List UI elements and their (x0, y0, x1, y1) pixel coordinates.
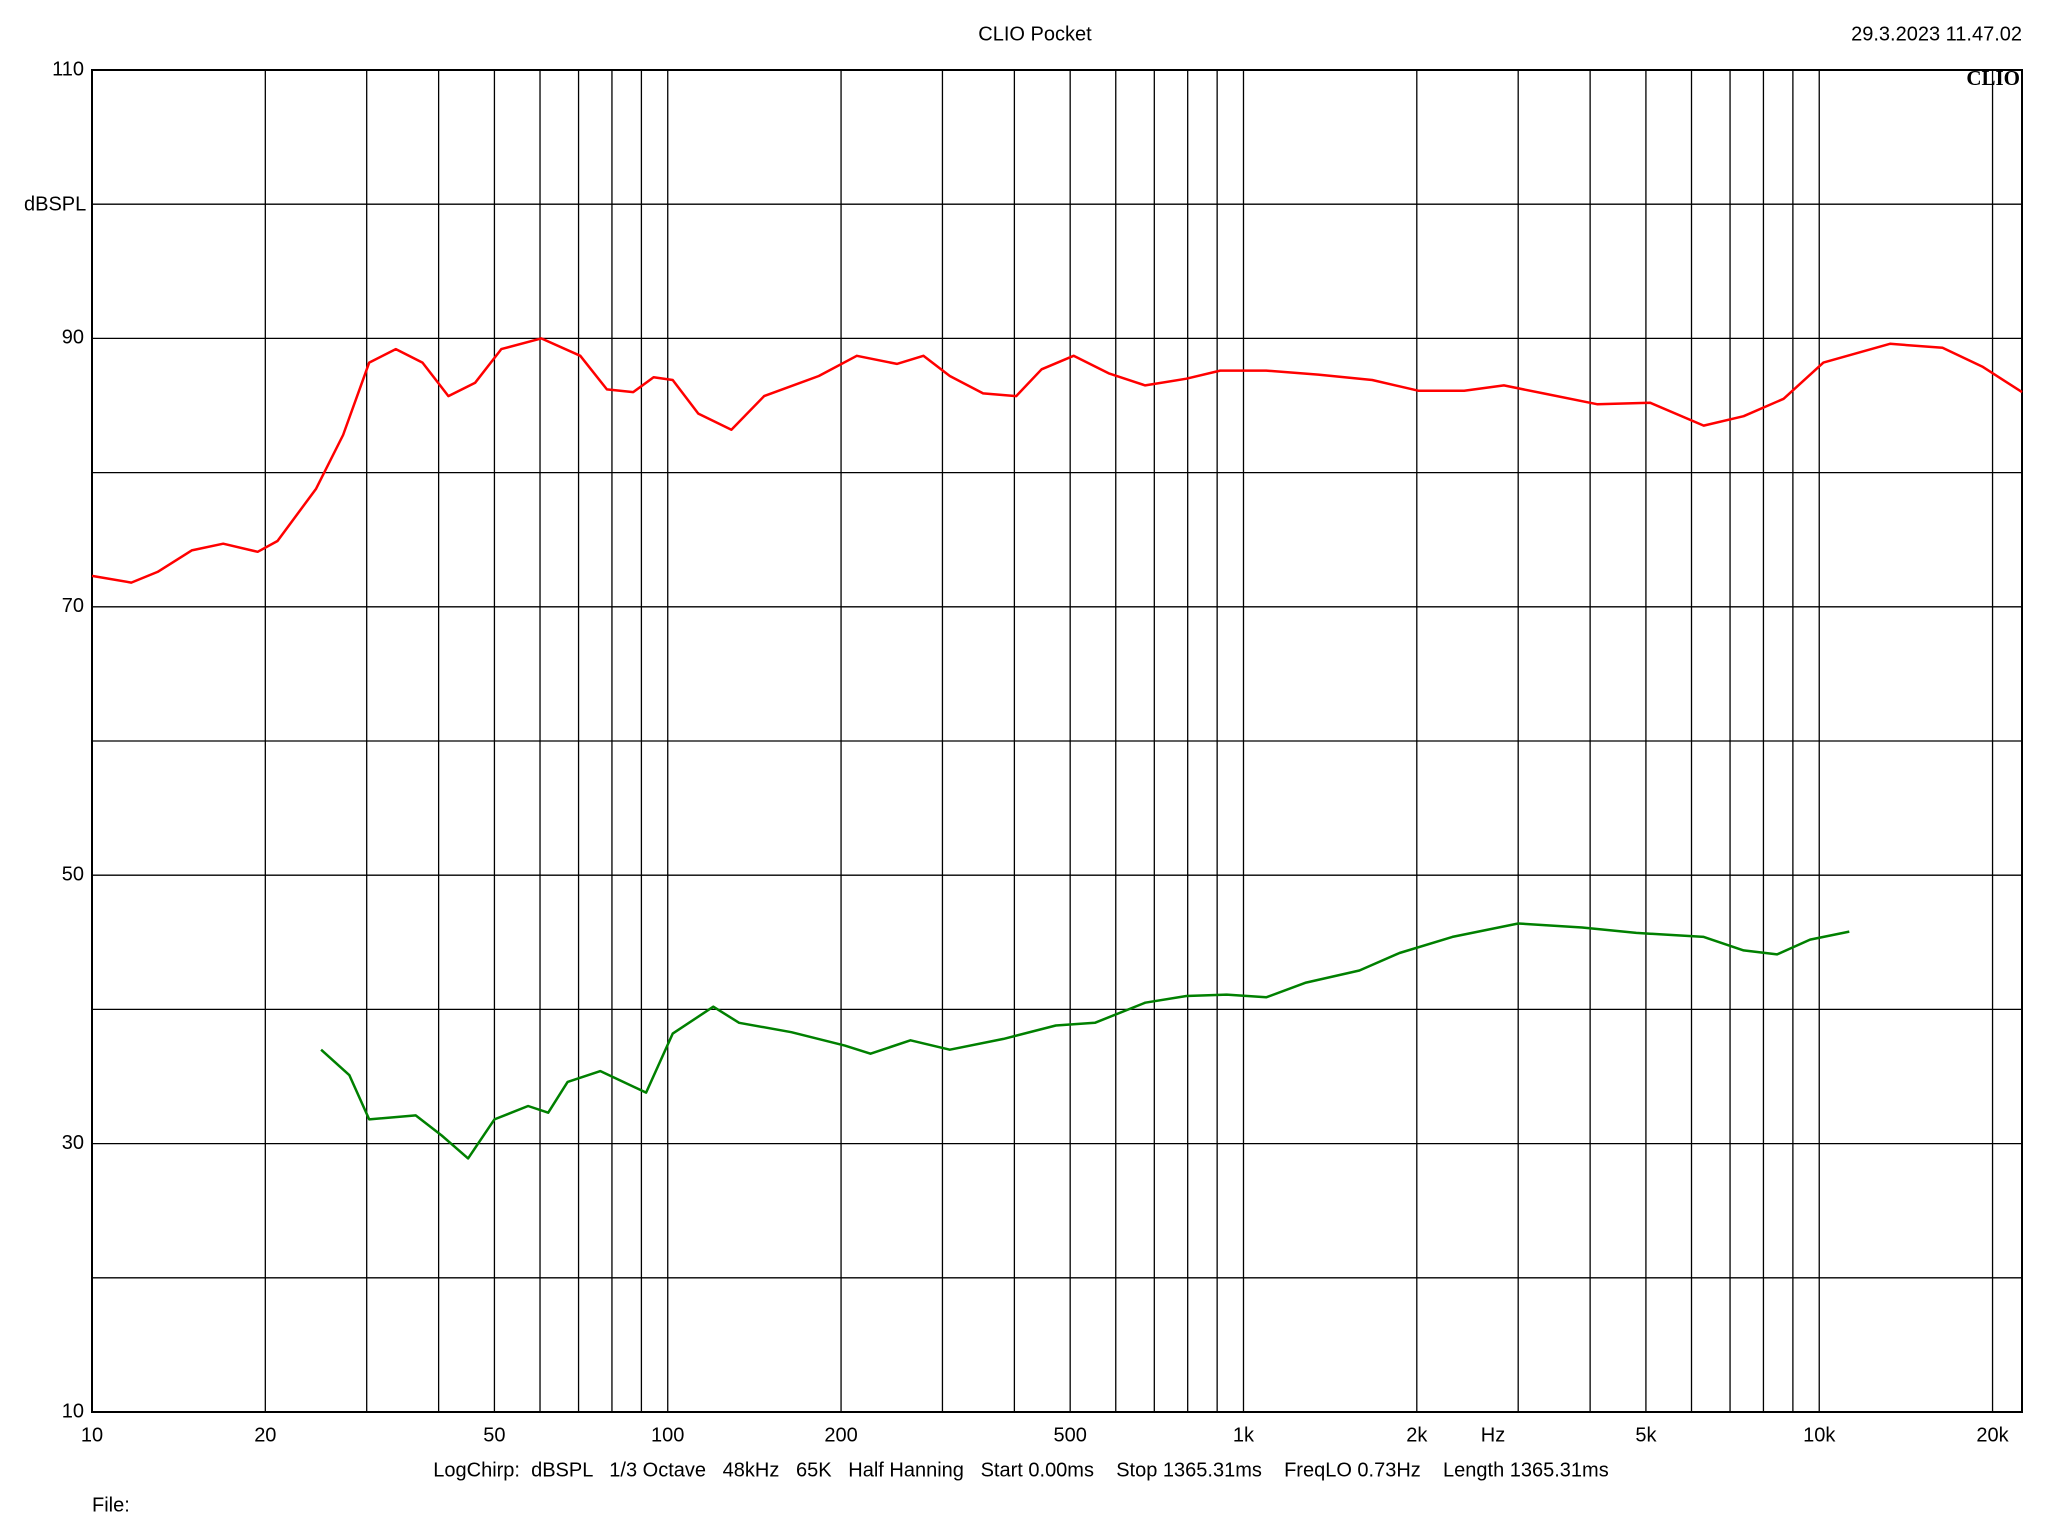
y-tick-label: 70 (62, 595, 84, 617)
chart-title: CLIO Pocket (978, 23, 1092, 45)
footer: LogChirp: dBSPL 1/3 Octave 48kHz 65K Hal… (433, 1459, 1608, 1481)
response-line (320, 922, 1850, 1160)
x-tick-label: 2k (1406, 1424, 1428, 1446)
x-tick-label: 20k (1976, 1424, 2009, 1446)
x-axis-label: Hz (1481, 1424, 1505, 1446)
y-tick-label: 50 (62, 863, 84, 885)
x-tick-label: 5k (1635, 1424, 1657, 1446)
y-tick-label: 90 (62, 327, 84, 349)
file-label: File: (92, 1494, 130, 1516)
y-tick-label: 110 (52, 58, 84, 80)
y-axis-label: dBSPL (24, 193, 86, 215)
x-tick-label: 10 (81, 1424, 103, 1446)
response-line (91, 337, 2023, 584)
plot-frame (91, 69, 2023, 1413)
x-tick-label: 50 (483, 1424, 505, 1446)
x-tick-label: 200 (824, 1424, 857, 1446)
x-tick-label: 100 (651, 1424, 684, 1446)
x-tick-label: 20 (254, 1424, 276, 1446)
y-tick-label: 10 (62, 1400, 84, 1422)
y-tick-label: 30 (62, 1132, 84, 1154)
x-tick-label: 10k (1803, 1424, 1836, 1446)
x-tick-label: 500 (1053, 1424, 1086, 1446)
timestamp: 29.3.2023 11.47.02 (1851, 23, 2022, 45)
x-tick-label: 1k (1233, 1424, 1255, 1446)
